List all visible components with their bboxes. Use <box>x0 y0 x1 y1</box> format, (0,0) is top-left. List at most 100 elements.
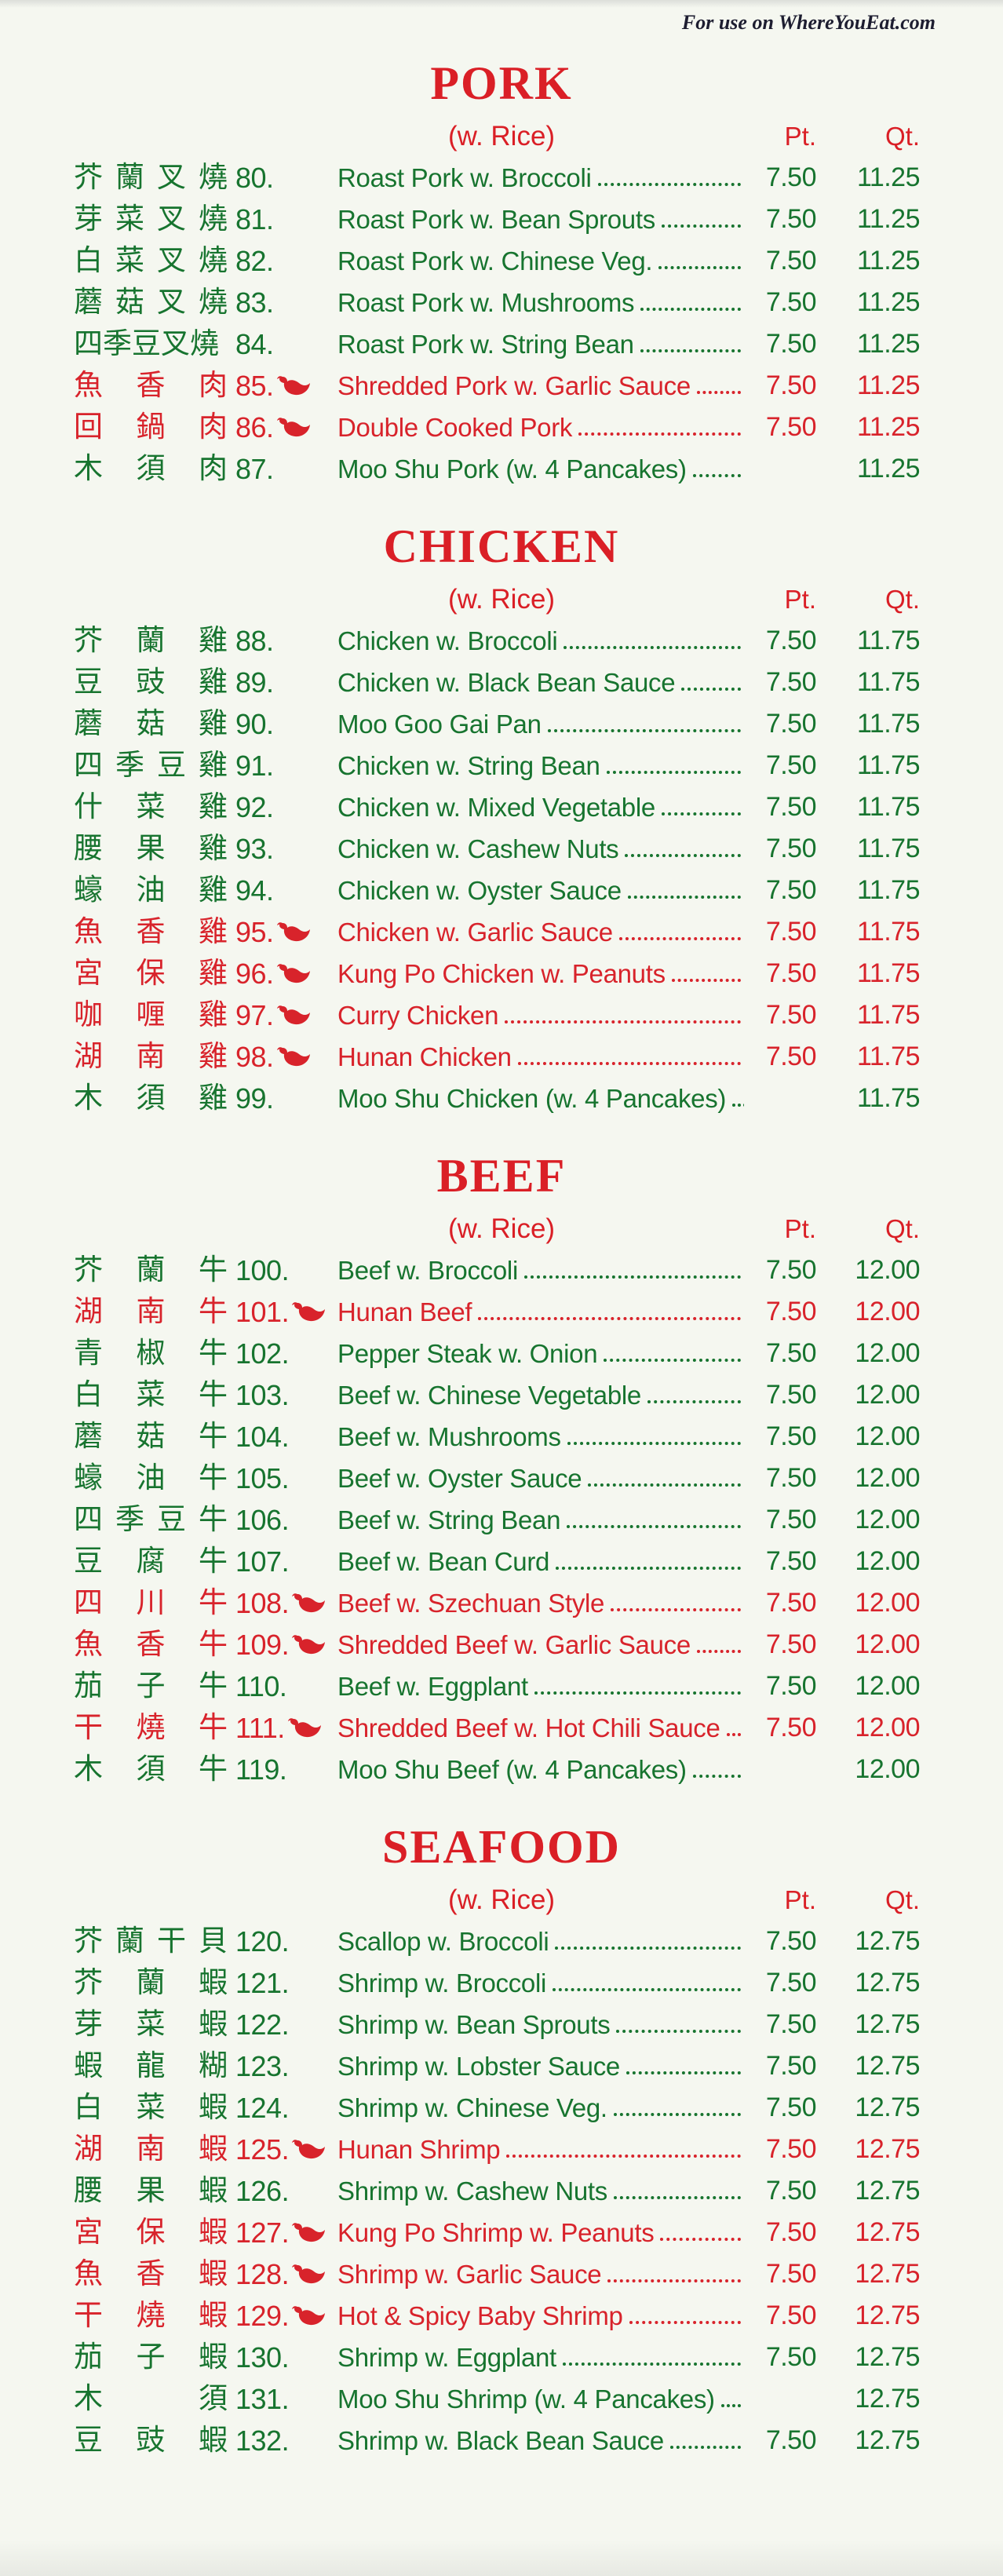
item-number-cell: 101. <box>235 1296 337 1329</box>
item-number-cell: 104. <box>235 1421 337 1454</box>
item-name-cell: Chicken w. Broccoli <box>337 626 744 656</box>
item-name: Hunan Chicken <box>337 1042 512 1071</box>
item-name-cell: Shredded Pork w. Garlic Sauce <box>337 371 744 401</box>
chinese-character: 魚 <box>74 1628 103 1661</box>
dotted-leader <box>607 2279 741 2282</box>
chinese-character: 雞 <box>199 832 228 865</box>
item-number: 128. <box>235 2257 290 2290</box>
item-chinese-name: 湖南蝦 <box>74 2133 235 2166</box>
item-number: 93. <box>235 832 274 865</box>
section-subheader: (w. Rice) Pt. Qt. <box>0 579 1003 620</box>
item-number: 87. <box>235 452 274 485</box>
item-name-cell: Moo Shu Pork (w. 4 Pancakes) <box>337 454 744 484</box>
chinese-character: 湖 <box>74 1295 103 1328</box>
item-name-cell: Kung Po Chicken w. Peanuts <box>337 959 744 989</box>
item-name-cell: Roast Pork w. Broccoli <box>337 163 744 193</box>
chinese-character: 茄 <box>74 2341 103 2373</box>
menu-item-row: 豆豉雞 89. Chicken w. Black Bean Sauce 7.50 11.… <box>0 662 1003 703</box>
chinese-character: 喱 <box>136 998 166 1031</box>
item-chinese-name: 芽菜叉燒 <box>74 203 235 235</box>
item-number: 120. <box>235 1925 290 1958</box>
item-number: 104. <box>235 1420 290 1453</box>
menu-item-row: 咖喱雞 97. Curry Chicken 7.50 11.75 <box>0 994 1003 1036</box>
item-name-cell: Beef w. Eggplant <box>337 1672 744 1702</box>
dotted-leader <box>671 978 741 982</box>
item-name: Scallop w. Broccoli <box>337 1926 549 1956</box>
chinese-character: 四 <box>74 1503 103 1536</box>
chinese-character: 雞 <box>199 874 228 907</box>
item-chinese-name: 什菜雞 <box>74 791 235 823</box>
chinese-character: 油 <box>136 1461 166 1494</box>
item-quart-price: 11.25 <box>856 246 921 275</box>
dotted-leader <box>640 348 741 352</box>
item-name-cell: Beef w. Bean Curd <box>337 1547 744 1577</box>
item-number-cell: 109. <box>235 1629 337 1662</box>
item-name: Shredded Beef w. Hot Chili Sauce <box>337 1713 720 1742</box>
item-name-cell: Double Cooked Pork <box>337 413 744 443</box>
item-name-cell: Shrimp w. Garlic Sauce <box>337 2260 744 2290</box>
pt-column-header: Pt. <box>784 585 816 614</box>
chinese-character: 蝦 <box>199 2091 228 2124</box>
chinese-character: 豆 <box>157 1503 186 1536</box>
item-name-cell: Beef w. Chinese Vegetable <box>337 1381 744 1410</box>
chinese-character: 蘭 <box>115 161 144 194</box>
chinese-character: 木 <box>74 2382 103 2415</box>
chili-pepper-icon <box>276 375 310 395</box>
chili-pepper-icon <box>292 1634 326 1654</box>
chinese-character: 芽 <box>74 2008 103 2041</box>
item-number: 126. <box>235 2174 290 2207</box>
watermark-text: For use on WhereYouEat.com <box>681 11 936 34</box>
item-name-cell: Beef w. String Bean <box>337 1505 744 1535</box>
chinese-character: 回 <box>74 410 103 443</box>
item-number-cell: 110. <box>235 1670 337 1703</box>
item-pint-price: 7.50 <box>765 709 817 739</box>
chili-pepper-icon <box>287 1717 321 1737</box>
item-number: 132. <box>235 2424 290 2457</box>
item-name: Kung Po Chicken w. Peanuts <box>337 958 666 988</box>
menu-item-row: 木須雞 99. Moo Shu Chicken (w. 4 Pancakes) 11.… <box>0 1078 1003 1119</box>
item-name: Chicken w. Broccoli <box>337 626 558 655</box>
menu-item-row: 蠔油牛 105. Beef w. Oyster Sauce 7.50 12.00 <box>0 1458 1003 1499</box>
item-name-cell: Beef w. Oyster Sauce <box>337 1464 744 1494</box>
chinese-character: 牛 <box>199 1420 228 1453</box>
item-number: 88. <box>235 624 274 657</box>
item-name-cell: Roast Pork w. Chinese Veg. <box>337 246 744 276</box>
item-pint-price: 7.50 <box>765 958 817 988</box>
item-name: Moo Shu Shrimp (w. 4 Pancakes) <box>337 2384 715 2414</box>
item-pint-price: 7.50 <box>765 1000 817 1030</box>
chinese-character: 雞 <box>199 998 228 1031</box>
item-number: 108. <box>235 1586 290 1619</box>
item-pint-price: 7.50 <box>765 792 817 822</box>
dotted-leader <box>597 182 741 186</box>
item-name-cell: Beef w. Broccoli <box>337 1256 744 1286</box>
item-quart-price: 11.75 <box>856 750 921 780</box>
item-name-cell: Hunan Beef <box>337 1297 744 1327</box>
item-name-cell: Chicken w. Black Bean Sauce <box>337 668 744 698</box>
item-name-cell: Roast Pork w. Mushrooms <box>337 288 744 318</box>
chili-pepper-icon <box>292 2305 326 2325</box>
item-quart-price: 12.00 <box>855 1463 920 1493</box>
item-number-cell: 95. <box>235 916 337 949</box>
item-pint-price: 7.50 <box>765 412 817 442</box>
pt-column-header: Pt. <box>784 1885 816 1914</box>
chinese-character: 雞 <box>199 624 228 657</box>
item-pint-price: 7.50 <box>765 667 817 697</box>
chinese-character: 南 <box>136 2133 166 2166</box>
dotted-leader <box>553 1987 741 1991</box>
menu-item-row: 白菜牛 103. Beef w. Chinese Vegetable 7.50 12.0… <box>0 1374 1003 1416</box>
item-number-cell: 87. <box>235 453 337 486</box>
menu-item-row: 湖南雞 98. Hunan Chicken 7.50 11.75 <box>0 1036 1003 1078</box>
chili-pepper-icon <box>276 1046 310 1066</box>
item-quart-price: 12.75 <box>855 2009 920 2039</box>
section-title: CHICKEN <box>383 520 620 572</box>
item-name-cell: Pepper Steak w. Onion <box>337 1339 744 1369</box>
item-name: Shrimp w. Black Bean Sauce <box>337 2425 664 2455</box>
qt-column-header: Qt. <box>884 1214 920 1243</box>
item-chinese-name: 蘑菇雞 <box>74 708 235 740</box>
dotted-leader <box>505 1020 741 1023</box>
chinese-character: 芽 <box>74 203 103 235</box>
item-name: Hot & Spicy Baby Shrimp <box>337 2301 623 2330</box>
dotted-leader <box>611 1607 741 1611</box>
item-quart-price: 12.00 <box>855 1380 920 1410</box>
dotted-leader <box>681 687 741 691</box>
